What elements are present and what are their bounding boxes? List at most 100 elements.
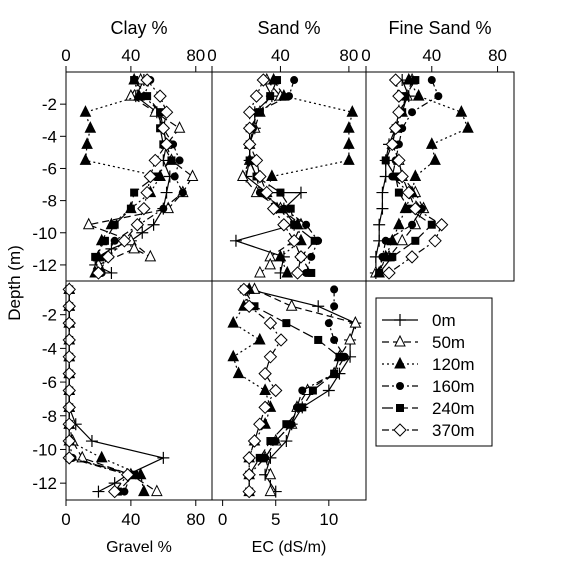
diamond-marker xyxy=(385,137,400,152)
triangle-marker xyxy=(264,484,277,497)
x-tick-label: 80 xyxy=(339,46,358,65)
circle-marker xyxy=(159,204,168,213)
x-axis-label: Gravel % xyxy=(106,539,172,556)
diamond-marker xyxy=(242,484,256,499)
triangle-marker xyxy=(394,334,406,347)
square-marker xyxy=(411,76,420,85)
x-tick-label: 0 xyxy=(207,46,216,65)
y-tick-label: -2 xyxy=(42,306,57,325)
plus-marker xyxy=(147,218,160,231)
series-line xyxy=(266,79,354,274)
diamond-marker xyxy=(395,169,409,184)
legend-box xyxy=(375,297,493,447)
diamond-marker xyxy=(260,185,274,200)
square-marker xyxy=(375,268,384,277)
y-tick-label: -4 xyxy=(42,339,57,358)
triangle-marker xyxy=(344,332,356,345)
square-marker xyxy=(255,108,264,117)
x-tick-label: 80 xyxy=(186,46,205,65)
x-axis-label: EC (dS/m) xyxy=(252,539,327,556)
square-marker xyxy=(290,220,299,229)
triangle-marker xyxy=(429,153,441,165)
series-370m xyxy=(242,73,308,280)
series-370m xyxy=(382,73,449,280)
diamond-marker xyxy=(91,266,106,280)
y-tick-label: -8 xyxy=(42,407,57,426)
triangle-marker xyxy=(264,257,276,270)
circle-marker xyxy=(330,335,339,344)
diamond-marker xyxy=(137,201,151,216)
diamond-marker xyxy=(392,105,406,119)
circle-marker xyxy=(307,252,316,261)
x-tick-label: 40 xyxy=(271,46,290,65)
x-tick-label: 0 xyxy=(218,510,227,529)
diamond-marker xyxy=(393,423,407,437)
triangle-marker xyxy=(138,484,150,497)
diamond-marker xyxy=(117,234,132,248)
square-marker xyxy=(335,352,344,361)
panel-frame xyxy=(211,71,367,282)
diamond-marker xyxy=(237,282,251,297)
diamond-marker xyxy=(388,73,403,87)
square-marker xyxy=(276,188,285,197)
square-marker xyxy=(167,156,176,165)
triangle-marker xyxy=(186,169,199,181)
square-marker xyxy=(427,220,436,229)
triangle-marker xyxy=(253,332,266,345)
diamond-marker xyxy=(120,468,135,482)
triangle-marker xyxy=(455,105,468,117)
diamond-marker xyxy=(253,417,267,431)
panel-3: 0 40 80 Fine Sand % xyxy=(361,18,515,282)
plus-marker xyxy=(160,186,173,199)
diamond-marker xyxy=(382,266,396,280)
circle-marker xyxy=(381,236,390,245)
triangle-marker xyxy=(343,121,355,133)
triangle-marker xyxy=(281,265,294,278)
square-marker xyxy=(255,453,264,462)
triangle-marker xyxy=(462,121,474,133)
circle-marker xyxy=(408,108,417,117)
diamond-marker xyxy=(249,153,264,168)
triangle-marker xyxy=(76,450,89,463)
legend-label: 370m xyxy=(432,421,475,440)
plus-marker xyxy=(229,234,242,247)
square-marker xyxy=(396,404,404,412)
triangle-marker xyxy=(393,217,405,230)
diamond-marker xyxy=(242,105,257,119)
x-tick-label: 80 xyxy=(186,510,205,529)
plus-marker xyxy=(373,218,386,231)
series-370m xyxy=(91,73,174,280)
plus-marker xyxy=(105,242,118,255)
diamond-marker xyxy=(156,121,171,135)
triangle-marker xyxy=(343,137,355,149)
square-marker xyxy=(282,319,291,328)
circle-marker xyxy=(427,76,436,85)
circle-marker xyxy=(290,76,299,85)
panel-4: 0 40 80 -2 -4 -6 -8 -10 -12 Gravel % xyxy=(32,280,213,556)
plus-marker xyxy=(280,435,293,448)
series-50m xyxy=(63,282,163,497)
diamond-marker xyxy=(408,201,423,216)
triangle-marker xyxy=(173,121,186,133)
plus-marker xyxy=(294,186,307,199)
diamond-marker xyxy=(101,250,115,264)
diamond-marker xyxy=(263,316,278,330)
plus-marker xyxy=(85,435,98,448)
legend-item: 120m xyxy=(382,355,475,374)
square-marker xyxy=(381,156,390,165)
diamond-marker xyxy=(388,121,403,135)
diamond-marker xyxy=(428,234,442,248)
y-tick-label: -4 xyxy=(42,127,57,146)
circle-marker xyxy=(255,188,264,197)
square-marker xyxy=(286,204,295,213)
plus-marker xyxy=(92,485,105,498)
diamond-marker xyxy=(62,451,76,465)
diamond-marker xyxy=(242,451,256,465)
triangle-marker xyxy=(79,105,92,117)
diamond-marker xyxy=(140,185,154,200)
square-marker xyxy=(282,420,291,429)
y-tick-label: -12 xyxy=(32,256,57,275)
diamond-marker xyxy=(287,234,301,248)
triangle-marker xyxy=(84,121,97,133)
triangle-marker xyxy=(254,265,266,278)
